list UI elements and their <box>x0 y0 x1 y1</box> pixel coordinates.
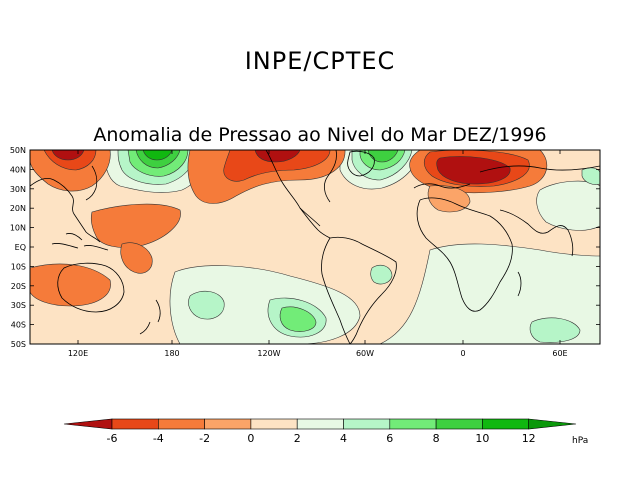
lat-label-50s: 50S <box>11 340 26 349</box>
agency-title: INPE/CPTEC <box>245 47 396 75</box>
colorbar-box-4 <box>250 418 298 430</box>
lat-label-50n: 50N <box>10 146 26 155</box>
map-title: Anomalia de Pressao ao Nivel do Mar DEZ/… <box>93 124 546 146</box>
colorbar-tick-2: 2 <box>294 432 301 445</box>
south-america <box>321 236 397 344</box>
negative-anomaly-regions <box>30 150 548 307</box>
latitude-axis: 50N 40N 30N 20N 10N EQ 10S 20S 30S 40S 5… <box>10 146 600 349</box>
lat-label-40n: 40N <box>10 165 26 174</box>
lat-label-20s: 20S <box>11 282 26 291</box>
colorbar-box-5 <box>296 418 344 430</box>
lat-label-20n: 20N <box>10 204 26 213</box>
colorbar-tick-12: 12 <box>522 432 536 445</box>
japan <box>85 165 98 201</box>
lon-label-0: 0 <box>460 349 465 358</box>
arabia-india <box>499 209 574 257</box>
longitude-axis: 120E 180 120W 60W 0 60E <box>68 150 568 358</box>
colorbar: -6 -4 -2 0 2 4 6 8 10 12 hPa <box>63 418 588 446</box>
colorbar-tick-0: 0 <box>247 432 254 445</box>
colorbar-tick-10: 10 <box>475 432 489 445</box>
colorbar-arrow-right <box>528 418 577 430</box>
colorbar-box-7 <box>389 418 437 430</box>
europe-africa <box>413 183 513 312</box>
colorbar-tick-8: 8 <box>433 432 440 445</box>
lon-label-60e: 60E <box>552 349 567 358</box>
colorbar-tick-m2: -2 <box>199 432 210 445</box>
colorbar-tick-m6: -6 <box>107 432 118 445</box>
colorbar-box-6 <box>343 418 391 430</box>
colorbar-arrow-left <box>63 418 113 430</box>
lat-label-40s: 40S <box>11 321 26 330</box>
colorbar-box-9 <box>482 418 529 430</box>
asia-north <box>479 165 600 173</box>
lat-label-30n: 30N <box>10 185 26 194</box>
asia-east-coast <box>30 178 101 243</box>
lat-label-10s: 10S <box>11 262 26 271</box>
madagascar <box>517 271 522 297</box>
positive-anomaly-regions <box>104 150 600 344</box>
lat-label-eq: EQ <box>15 243 26 252</box>
colorbar-box-8 <box>435 418 483 430</box>
greenland <box>347 150 375 177</box>
colorbar-tick-6: 6 <box>386 432 393 445</box>
colorbar-unit: hPa <box>572 436 588 446</box>
colorbar-tick-4: 4 <box>340 432 347 445</box>
lat-label-30s: 30S <box>11 301 26 310</box>
lon-label-120e: 120E <box>68 349 88 358</box>
indonesia <box>51 233 109 251</box>
australia <box>57 262 125 313</box>
north-america <box>265 150 337 227</box>
colorbar-tick-m4: -4 <box>153 432 164 445</box>
colorbar-box-1 <box>111 418 159 430</box>
central-america <box>299 207 331 239</box>
new-zealand <box>139 299 161 335</box>
colorbar-box-3 <box>204 418 252 430</box>
anomaly-map <box>30 150 600 344</box>
lon-label-180: 180 <box>164 349 179 358</box>
lon-label-120w: 120W <box>257 349 280 358</box>
lon-label-60w: 60W <box>356 349 374 358</box>
colorbar-box-2 <box>158 418 205 430</box>
coastlines <box>30 150 600 344</box>
lat-label-10n: 10N <box>10 224 26 233</box>
